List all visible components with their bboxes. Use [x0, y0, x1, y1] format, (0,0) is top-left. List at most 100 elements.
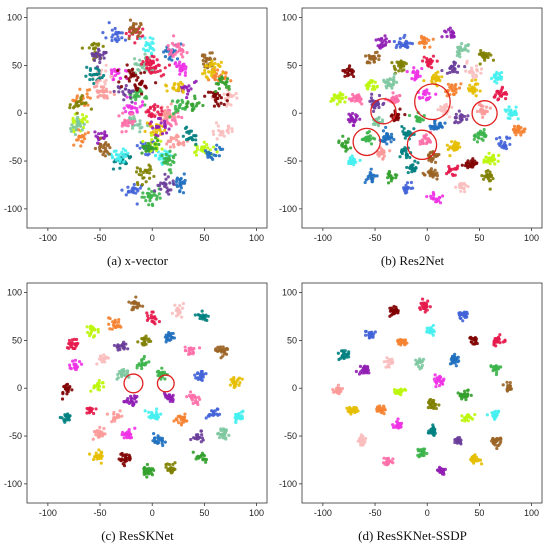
scatter-point	[138, 130, 142, 134]
scatter-point	[144, 40, 148, 45]
scatter-point	[135, 109, 139, 113]
scatter-point	[120, 414, 124, 418]
scatter-point	[380, 118, 385, 122]
scatter-point	[436, 468, 440, 472]
scatter-point	[397, 69, 401, 73]
scatter-point	[429, 329, 433, 333]
scatter-point	[134, 301, 138, 306]
scatter-point	[406, 170, 410, 175]
scatter-point	[389, 114, 393, 118]
scatter-point	[156, 415, 161, 419]
scatter-point	[141, 47, 146, 51]
scatter-point	[431, 197, 435, 201]
scatter-point	[404, 39, 408, 43]
scatter-point	[422, 79, 426, 83]
scatter-point	[104, 36, 108, 40]
scatter-point	[168, 149, 172, 153]
scatter-point	[480, 137, 484, 141]
scatter-point	[130, 100, 134, 104]
scatter-point	[509, 113, 513, 117]
scatter-point	[153, 154, 158, 158]
x-tick-label: 0	[150, 233, 155, 243]
scatter-point	[142, 70, 147, 75]
scatter-point	[131, 307, 135, 312]
scatter-point	[425, 194, 429, 199]
scatter-point	[168, 56, 172, 60]
scatter-point	[381, 135, 386, 140]
scatter-point	[138, 119, 142, 123]
scatter-point	[148, 192, 152, 197]
scatter-point	[400, 124, 404, 129]
scatter-point	[216, 82, 220, 86]
scatter-point	[160, 147, 164, 151]
scatter-point	[353, 410, 357, 415]
scatter-point	[101, 385, 106, 389]
scatter-point	[133, 426, 137, 430]
scatter-point	[393, 173, 398, 177]
scatter-point	[151, 37, 155, 41]
scatter-point	[405, 69, 409, 74]
scatter-point	[163, 156, 167, 161]
scatter-point	[194, 134, 198, 138]
scatter-point	[459, 189, 463, 193]
scatter-point	[178, 66, 182, 70]
scatter-point	[186, 101, 190, 105]
scatter-point	[149, 339, 153, 343]
scatter-point	[456, 121, 460, 125]
scatter-point	[365, 135, 369, 140]
scatter-point	[208, 64, 212, 68]
scatter-point	[225, 77, 230, 81]
scatter-point	[137, 94, 141, 98]
scatter-point	[133, 83, 137, 87]
scatter-point	[519, 133, 523, 137]
scatter-point	[159, 412, 163, 416]
scatter-point	[155, 194, 159, 199]
scatter-point	[73, 363, 77, 367]
scatter-point	[440, 75, 444, 79]
scatter-point	[134, 170, 139, 174]
scatter-point	[152, 320, 156, 324]
scatter-point	[102, 96, 106, 100]
scatter-point	[127, 68, 131, 73]
scatter-point	[187, 346, 191, 351]
scatter-point	[402, 132, 406, 136]
scatter-point	[89, 389, 93, 393]
scatter-point	[382, 101, 386, 105]
scatter-point	[143, 129, 147, 134]
scatter-point	[497, 409, 501, 413]
scatter-point	[181, 306, 185, 310]
scatter-point	[131, 73, 135, 78]
scatter-point	[391, 425, 396, 429]
scatter-point	[143, 409, 147, 413]
scatter-point	[155, 197, 159, 201]
scatter-point	[99, 450, 103, 454]
scatter-point	[503, 108, 507, 112]
scatter-point	[190, 347, 194, 351]
scatter-point	[451, 92, 456, 96]
scatter-point	[114, 325, 118, 330]
scatter-point	[453, 440, 457, 445]
scatter-point	[194, 138, 198, 142]
scatter-point	[93, 146, 97, 151]
scatter-point	[131, 300, 135, 305]
scatter-point	[173, 119, 177, 123]
scatter-point	[146, 141, 151, 146]
scatter-point	[371, 99, 375, 103]
scatter-point	[460, 418, 464, 423]
scatter-point	[389, 179, 394, 183]
scatter-point	[386, 359, 390, 363]
scatter-point	[172, 83, 176, 87]
scatter-point	[166, 139, 170, 144]
scatter-point	[217, 128, 221, 133]
scatter-point	[362, 369, 366, 373]
scatter-point	[140, 66, 145, 70]
scatter-point	[373, 122, 377, 127]
scatter-point	[189, 437, 193, 442]
scatter-point	[135, 63, 139, 67]
scatter-point	[206, 146, 210, 150]
scatter-point	[116, 35, 120, 39]
scatter-point	[229, 79, 233, 83]
scatter-point	[172, 86, 176, 90]
scatter-point	[359, 439, 363, 443]
scatter-point	[431, 423, 435, 427]
